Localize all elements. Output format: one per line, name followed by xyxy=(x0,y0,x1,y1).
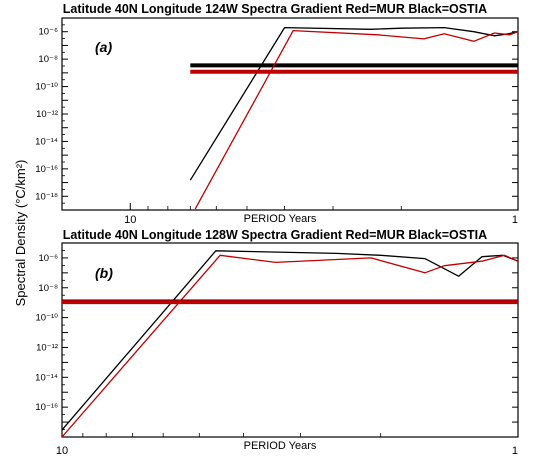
panel-a-y-tick-label: 10⁻¹⁸ xyxy=(35,191,58,202)
panel-b-series-ostia xyxy=(61,250,519,431)
panel-b-y-tick-label: 10⁻⁸ xyxy=(38,283,58,294)
panel-a-series-ostia xyxy=(189,26,519,181)
panel-a-y-tick-label: 10⁻⁶ xyxy=(39,27,59,38)
panel-b-panel-label: (b) xyxy=(95,265,113,281)
y-axis-label: Spectral Density (°C/km²) xyxy=(13,160,28,307)
panel-b-y-tick-label: 10⁻¹² xyxy=(36,342,58,353)
panel-a-x-tick-label: 1 xyxy=(512,214,518,226)
panel-b-x-tick-label: 1 xyxy=(512,445,518,457)
panel-b-chart: Latitude 40N Longitude 128W Spectra Grad… xyxy=(35,228,519,457)
panel-a-y-tick-label: 10⁻¹⁴ xyxy=(35,136,58,147)
panel-a-series-mur xyxy=(194,29,519,210)
panel-b-x-axis-label: PERIOD Years xyxy=(244,440,317,452)
panel-b-y-tick-label: 10⁻⁶ xyxy=(39,253,59,264)
panel-a-x-tick-label: 10 xyxy=(124,214,136,226)
panel-a-y-tick-label: 10⁻¹⁰ xyxy=(35,82,58,93)
panel-a-panel-label: (a) xyxy=(95,39,112,55)
panel-a-y-tick-label: 10⁻¹² xyxy=(36,109,58,120)
panel-a-y-tick-label: 10⁻¹⁶ xyxy=(35,164,58,175)
panel-b-x-tick-label: 10 xyxy=(56,445,68,457)
panel-a-axes-frame xyxy=(61,17,519,211)
panel-a-y-tick-label: 10⁻⁸ xyxy=(38,54,58,65)
panel-b-y-tick-label: 10⁻¹⁰ xyxy=(35,313,58,324)
panel-b-title: Latitude 40N Longitude 128W Spectra Grad… xyxy=(63,228,487,242)
panel-a-title: Latitude 40N Longitude 124W Spectra Grad… xyxy=(63,2,487,16)
panel-b-y-tick-label: 10⁻¹⁴ xyxy=(35,372,58,383)
panel-b-y-tick-label: 10⁻¹⁶ xyxy=(35,402,58,413)
panel-a-x-axis-label: PERIOD Years xyxy=(244,213,317,225)
panel-a-chart: Latitude 40N Longitude 124W Spectra Grad… xyxy=(35,2,519,226)
panel-b-series-mur xyxy=(61,254,519,438)
